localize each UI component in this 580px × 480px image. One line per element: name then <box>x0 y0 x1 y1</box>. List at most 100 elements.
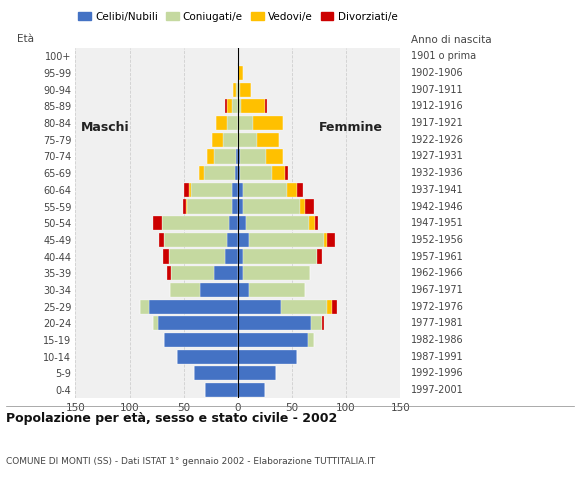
Text: Femmine: Femmine <box>319 121 383 134</box>
Bar <box>238 300 281 314</box>
Bar <box>317 250 322 264</box>
Bar <box>324 233 327 247</box>
Bar <box>311 316 322 330</box>
Bar <box>332 300 338 314</box>
Bar <box>212 132 223 147</box>
Bar <box>216 116 227 130</box>
Bar <box>187 199 233 214</box>
Bar <box>305 199 314 214</box>
Bar <box>149 300 238 314</box>
Bar <box>287 183 298 197</box>
Bar <box>281 300 327 314</box>
Bar <box>158 316 238 330</box>
Bar <box>238 183 243 197</box>
Bar <box>183 199 186 214</box>
Bar <box>249 283 305 297</box>
Bar <box>253 116 283 130</box>
Text: 1932-1936: 1932-1936 <box>411 168 464 178</box>
Text: Anno di nascita: Anno di nascita <box>411 35 492 45</box>
Bar <box>238 132 258 147</box>
Bar <box>233 183 238 197</box>
Bar <box>273 166 285 180</box>
Bar <box>243 250 317 264</box>
Bar <box>233 199 238 214</box>
Text: 1907-1911: 1907-1911 <box>411 84 464 95</box>
Text: 1962-1966: 1962-1966 <box>411 268 464 278</box>
Bar <box>223 132 238 147</box>
Text: 1912-1916: 1912-1916 <box>411 101 464 111</box>
Bar <box>238 233 249 247</box>
Bar <box>227 116 238 130</box>
Bar <box>168 266 171 280</box>
Bar <box>298 183 303 197</box>
Bar <box>225 99 227 113</box>
Bar <box>238 116 253 130</box>
Legend: Celibi/Nubili, Coniugati/e, Vedovi/e, Divorziati/e: Celibi/Nubili, Coniugati/e, Vedovi/e, Di… <box>74 8 401 26</box>
Bar <box>240 166 273 180</box>
Bar <box>189 183 191 197</box>
Bar <box>227 99 233 113</box>
Bar <box>153 316 158 330</box>
Text: 1952-1956: 1952-1956 <box>411 235 464 245</box>
Text: 1922-1926: 1922-1926 <box>411 135 464 145</box>
Text: 1942-1946: 1942-1946 <box>411 202 464 212</box>
Text: 1927-1931: 1927-1931 <box>411 152 464 161</box>
Text: 1901 o prima: 1901 o prima <box>411 51 476 61</box>
Bar <box>204 166 234 180</box>
Bar <box>238 283 249 297</box>
Bar <box>241 99 265 113</box>
Bar <box>140 300 149 314</box>
Bar <box>238 149 240 164</box>
Bar <box>238 250 243 264</box>
Bar <box>238 266 243 280</box>
Bar <box>322 316 324 330</box>
Text: 1997-2001: 1997-2001 <box>411 385 464 395</box>
Bar <box>184 183 189 197</box>
Bar <box>238 99 241 113</box>
Bar <box>308 333 314 347</box>
Bar <box>238 383 265 397</box>
Text: 1982-1986: 1982-1986 <box>411 335 464 345</box>
Bar <box>233 99 238 113</box>
Bar <box>235 83 238 97</box>
Bar <box>266 149 283 164</box>
Text: 1977-1981: 1977-1981 <box>411 318 464 328</box>
Bar <box>243 183 287 197</box>
Bar <box>299 199 305 214</box>
Bar <box>238 349 298 364</box>
Bar <box>164 233 227 247</box>
Bar <box>191 183 233 197</box>
Bar <box>164 333 238 347</box>
Bar <box>153 216 162 230</box>
Bar <box>258 132 279 147</box>
Bar <box>169 250 225 264</box>
Text: 1937-1941: 1937-1941 <box>411 185 464 195</box>
Bar <box>238 333 308 347</box>
Bar <box>235 149 238 164</box>
Text: COMUNE DI MONTI (SS) - Dati ISTAT 1° gennaio 2002 - Elaborazione TUTTITALIA.IT: COMUNE DI MONTI (SS) - Dati ISTAT 1° gen… <box>6 456 375 466</box>
Bar <box>246 216 309 230</box>
Bar <box>238 166 240 180</box>
Bar <box>159 233 164 247</box>
Bar <box>225 250 238 264</box>
Bar <box>238 66 243 80</box>
Text: Popolazione per età, sesso e stato civile - 2002: Popolazione per età, sesso e stato civil… <box>6 412 337 425</box>
Text: 1902-1906: 1902-1906 <box>411 68 464 78</box>
Text: Età: Età <box>17 35 34 45</box>
Bar <box>227 233 238 247</box>
Bar <box>238 216 246 230</box>
Bar <box>163 250 169 264</box>
Bar <box>186 199 187 214</box>
Bar <box>265 99 267 113</box>
Text: Maschi: Maschi <box>81 121 129 134</box>
Bar <box>200 283 238 297</box>
Text: 1917-1921: 1917-1921 <box>411 118 464 128</box>
Bar <box>240 149 266 164</box>
Bar <box>327 233 335 247</box>
Text: 1992-1996: 1992-1996 <box>411 368 464 378</box>
Bar <box>177 349 238 364</box>
Bar <box>214 149 235 164</box>
Bar <box>205 383 238 397</box>
Bar <box>238 316 311 330</box>
Bar <box>194 366 238 381</box>
